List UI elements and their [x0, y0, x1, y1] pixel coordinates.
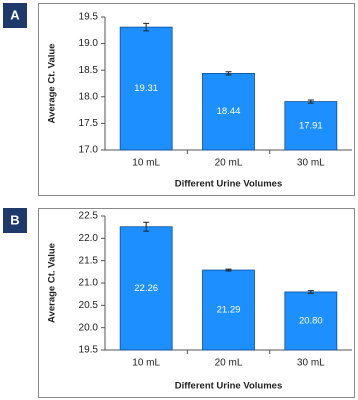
- value-label: 19.31: [134, 83, 158, 94]
- y-tick-label: 21.5: [79, 255, 99, 266]
- y-tick-label: 19.0: [79, 38, 99, 49]
- value-label: 21.29: [217, 305, 241, 316]
- x-tick-label: 30 mL: [297, 358, 325, 369]
- x-axis-title: Different Urine Volumes: [175, 381, 283, 392]
- y-tick-label: 18.5: [79, 65, 99, 76]
- x-tick-label: 20 mL: [215, 358, 243, 369]
- error-bar: [307, 99, 314, 104]
- error-bar: [307, 290, 314, 294]
- value-label: 17.91: [299, 120, 323, 131]
- bar: [119, 26, 173, 151]
- panel-label: A: [10, 7, 20, 22]
- bar: [119, 226, 173, 351]
- panel-frame: [38, 3, 355, 196]
- y-axis-title: Average Ct. Value: [47, 44, 58, 124]
- y-tick-label: 19.5: [79, 12, 99, 23]
- error-bar: [143, 221, 150, 232]
- y-tick-label: 21.0: [79, 278, 99, 289]
- bar: [284, 291, 338, 351]
- error-bar: [225, 268, 232, 272]
- chart-panel: B 19.5 20.0 20.5 21.0 21.5 22.0 22.5 10 mL 22.26 2…: [3, 208, 355, 398]
- value-label: 18.44: [217, 106, 241, 117]
- x-tick-label: 10 mL: [132, 158, 160, 169]
- x-tick-label: 10 mL: [132, 358, 160, 369]
- x-tick-label: 20 mL: [215, 158, 243, 169]
- y-tick-label: 17.0: [79, 145, 99, 156]
- panel-badge: [3, 3, 27, 28]
- x-tick-label: 30 mL: [297, 158, 325, 169]
- chart-panel: A 17.0 17.5 18.0 18.5 19.0 19.5 10 mL 19.31 20 mL…: [3, 3, 355, 196]
- error-bar: [225, 71, 232, 76]
- y-tick-label: 20.5: [79, 300, 99, 311]
- error-bar: [143, 22, 150, 32]
- panel-label: B: [10, 212, 19, 227]
- value-label: 20.80: [299, 315, 323, 326]
- x-axis-title: Different Urine Volumes: [175, 179, 283, 190]
- bar: [202, 269, 255, 351]
- y-tick-label: 19.5: [79, 345, 99, 356]
- value-label: 22.26: [134, 283, 158, 294]
- y-tick-label: 18.0: [79, 91, 99, 102]
- y-tick-label: 22.0: [79, 233, 99, 244]
- y-tick-label: 20.0: [79, 322, 99, 333]
- panel-badge: [3, 208, 27, 233]
- bar: [202, 72, 255, 151]
- y-tick-label: 17.5: [79, 118, 99, 129]
- y-axis-title: Average Ct. Value: [47, 243, 58, 323]
- bar: [284, 101, 338, 151]
- y-tick-label: 22.5: [79, 211, 99, 222]
